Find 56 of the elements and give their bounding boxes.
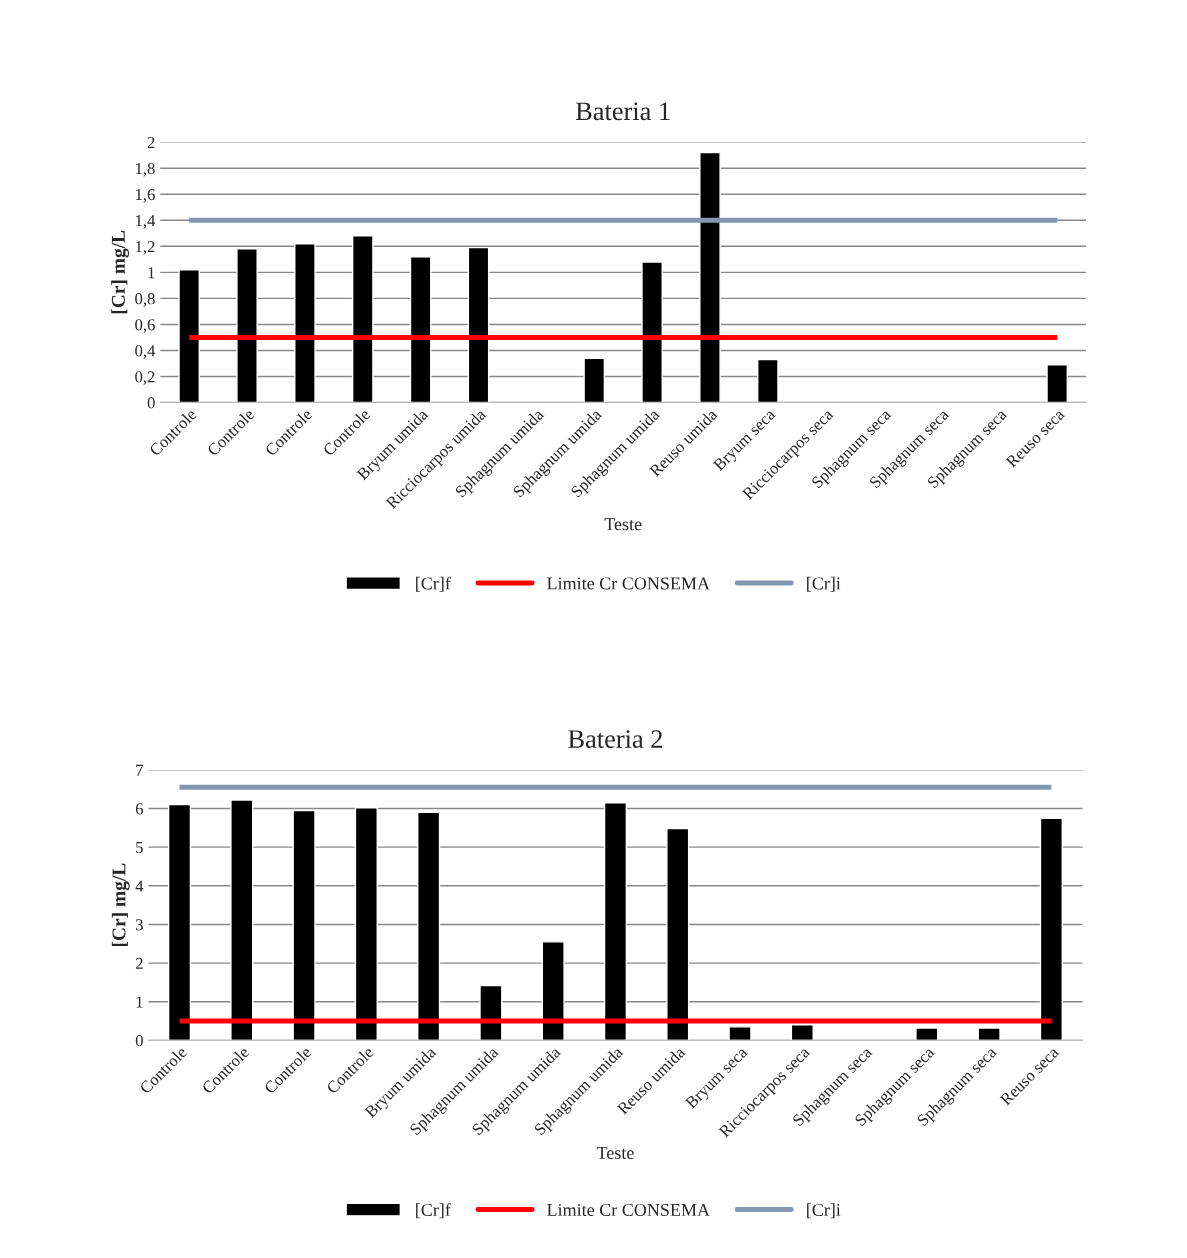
legend-label: [Cr]i bbox=[807, 1203, 841, 1219]
y-tick-label: 0,8 bbox=[135, 293, 155, 307]
bar bbox=[417, 811, 441, 1041]
x-axis-title: Teste bbox=[604, 518, 642, 531]
y-tick-label: 3 bbox=[135, 919, 143, 931]
y-tick-label: 0 bbox=[135, 1035, 143, 1047]
x-axis-title: Teste bbox=[596, 1146, 634, 1159]
bar bbox=[479, 984, 503, 1041]
y-axis-title: [Cr] mg/L bbox=[111, 863, 130, 947]
bar bbox=[583, 357, 606, 403]
bar bbox=[1046, 364, 1068, 403]
bar bbox=[178, 269, 200, 403]
y-tick-label: 5 bbox=[136, 842, 143, 854]
bar bbox=[641, 261, 663, 403]
bar bbox=[351, 235, 374, 403]
y-tick-label: 0 bbox=[147, 397, 155, 409]
y-tick-label: 1 bbox=[136, 996, 143, 1008]
y-tick-label: 1,6 bbox=[136, 188, 155, 203]
bar bbox=[666, 827, 690, 1041]
legend-label: Limite Cr CONSEMA bbox=[547, 1203, 710, 1217]
bar bbox=[354, 807, 378, 1041]
y-tick-label: 1,4 bbox=[136, 215, 156, 229]
y-tick-label: 7 bbox=[136, 764, 144, 776]
y-tick-label: 2 bbox=[135, 957, 143, 969]
chart-title: Bateria 2 bbox=[568, 730, 662, 748]
bar bbox=[230, 799, 254, 1041]
y-tick-label: 0,2 bbox=[135, 371, 155, 385]
bar bbox=[977, 1027, 1001, 1041]
bar bbox=[541, 941, 565, 1041]
bar bbox=[467, 246, 490, 403]
bar bbox=[167, 803, 192, 1041]
bar bbox=[1039, 817, 1063, 1041]
y-tick-label: 0,4 bbox=[135, 345, 156, 359]
bar bbox=[915, 1027, 939, 1041]
y-tick-label: 0,6 bbox=[135, 319, 155, 333]
legend-label: [Cr]i bbox=[807, 576, 841, 592]
legend-label: Limite Cr CONSEMA bbox=[547, 577, 710, 590]
bar bbox=[790, 1024, 814, 1041]
bar bbox=[603, 802, 628, 1041]
bar bbox=[236, 248, 258, 403]
bar bbox=[292, 809, 316, 1041]
y-tick-label: 1,8 bbox=[136, 162, 155, 177]
y-tick-label: 6 bbox=[135, 803, 144, 815]
legend-label: [Cr]f bbox=[416, 576, 451, 592]
bar bbox=[294, 243, 316, 403]
y-tick-label: 2 bbox=[147, 136, 155, 148]
bar bbox=[699, 151, 721, 403]
y-tick-label: 4 bbox=[135, 880, 144, 892]
bar bbox=[728, 1026, 752, 1041]
legend-label: [Cr]f bbox=[416, 1203, 451, 1219]
chart-title: Bateria 1 bbox=[575, 102, 670, 121]
y-axis-title: [Cr] mg/L bbox=[111, 230, 129, 314]
bar bbox=[757, 358, 779, 403]
bar bbox=[409, 256, 432, 403]
y-tick-label: 1 bbox=[148, 267, 155, 279]
y-tick-label: 1,2 bbox=[136, 241, 155, 255]
